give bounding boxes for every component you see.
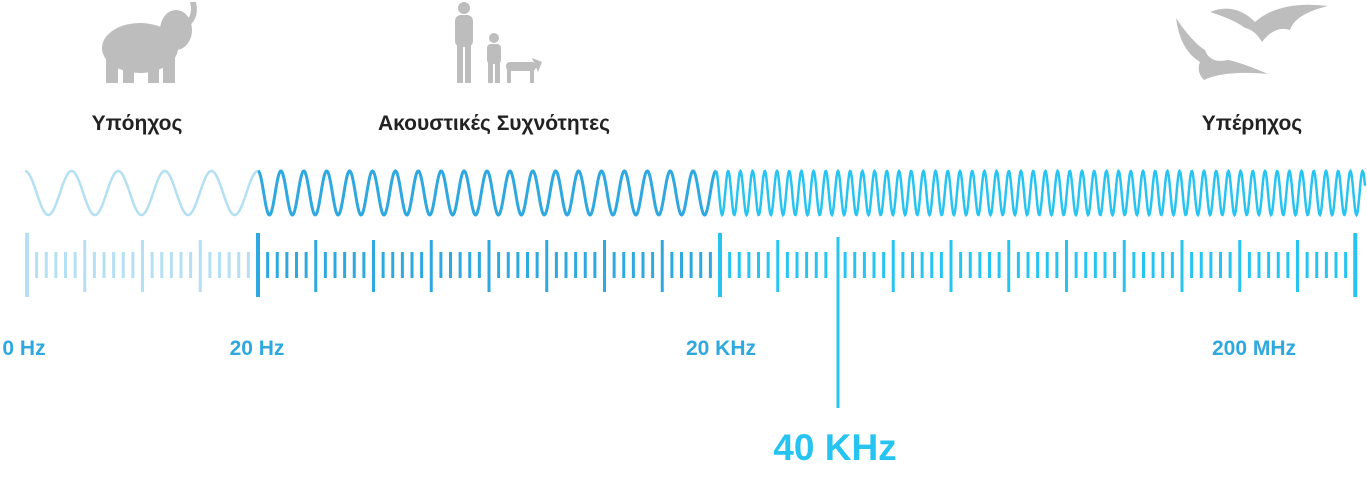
bats-icon: [1176, 4, 1328, 80]
ruler: [25, 233, 1358, 297]
region-label: Υπόηχος: [92, 112, 183, 135]
wave: [257, 169, 717, 217]
region-label: Υπέρηχος: [1202, 112, 1303, 135]
waves: [25, 168, 1367, 218]
scale-label: 200 MHz: [1212, 337, 1296, 360]
scale-label: 20 KHz: [686, 337, 756, 360]
people-icon: [455, 2, 542, 83]
highlight-label: 40 KHz: [773, 427, 896, 468]
wave: [714, 168, 1367, 218]
scale-label: 20 Hz: [230, 337, 285, 360]
region-label: Ακουστικές Συχνότητες: [378, 112, 610, 135]
scale-label: 0 Hz: [2, 337, 45, 360]
wave: [25, 169, 258, 217]
elephant-icon: [102, 2, 197, 83]
